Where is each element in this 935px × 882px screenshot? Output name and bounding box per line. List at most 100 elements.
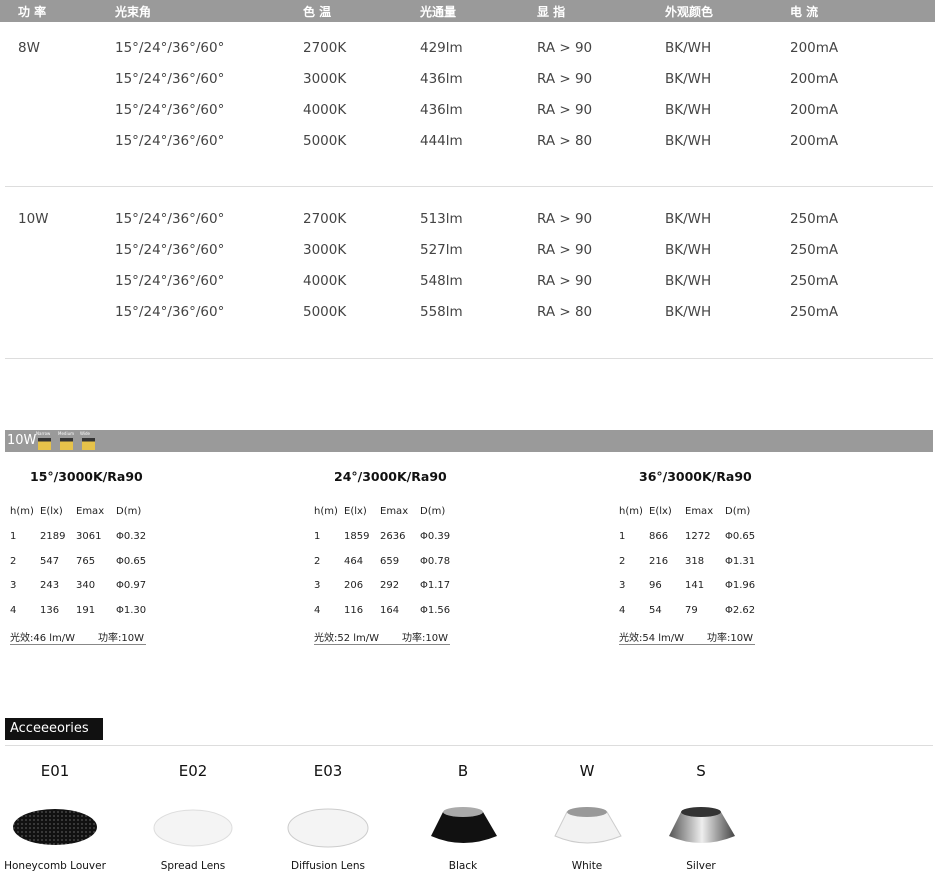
photometric-cell: 318 [685,555,705,567]
photometric-cell: 2189 [40,531,66,542]
photometric-cell: 3 [619,580,626,591]
column-header: 光通量 [420,5,457,19]
photometric-cell: 1 [314,531,321,542]
spec-cell: RA > 90 [537,102,593,118]
photometric-cell: Φ1.30 [116,604,147,616]
reflector-image [554,811,622,844]
column-header: 光束角 [115,5,152,19]
column-header: h(m) [619,506,643,517]
photometric-cell: Φ2.62 [725,604,756,616]
divider [5,186,933,187]
photometric-cell: 1 [619,531,626,542]
reflector-image [669,812,735,843]
beam-icon-label: Narrow [36,431,51,436]
spec-cell: 15°/24°/36°/60° [115,40,225,56]
spec-cell: 250mA [790,273,839,289]
photometric-cell: 116 [344,604,364,616]
column-header: Emax [685,506,714,517]
spec-cell: BK/WH [665,40,712,56]
spec-cell: RA > 80 [537,304,593,320]
column-header: 功 率 [18,5,47,19]
efficacy: 光效:52 lm/W [314,629,402,645]
spec-cell: 3000K [303,242,347,258]
photometric-cell: 547 [40,555,60,567]
reflector-rim [567,807,607,817]
accessory-name: Black [448,860,478,872]
photometric-title: 15°/3000K/Ra90 [30,469,143,484]
spec-cell: RA > 90 [537,71,593,87]
spec-cell: 3000K [303,71,347,87]
spec-cell: 5000K [303,304,347,320]
photometric-cell: 191 [76,604,96,616]
spec-cell: 444lm [420,133,463,149]
spec-cell: BK/WH [665,211,712,227]
column-header: 电 流 [790,5,819,19]
spec-cell: RA > 90 [537,211,593,227]
power: 功率:10W [98,629,146,645]
spec-cell: 200mA [790,102,839,118]
accessory-code: E03 [313,762,343,780]
spec-cell: 200mA [790,40,839,56]
column-header: D(m) [420,506,446,517]
spec-cell: 5000K [303,133,347,149]
spec-cell: RA > 90 [537,242,593,258]
spec-cell: 513lm [420,211,463,227]
accessory-code: B [457,762,469,780]
spec-cell: BK/WH [665,102,712,118]
photometric-cell: 340 [76,580,96,591]
spec-cell: 250mA [790,304,839,320]
spec-cell: RA > 80 [537,133,593,149]
column-header: D(m) [116,506,142,517]
spec-cell: 15°/24°/36°/60° [115,71,225,87]
accessory-images [13,807,735,848]
photometric-cell: 4 [10,604,17,616]
divider [5,358,933,359]
power: 功率:10W [402,629,450,645]
photometric-cell: 54 [649,604,662,616]
beam-icon-label: Medium [58,431,74,436]
photometric-cell: Φ1.17 [420,580,451,591]
spec-cell: 15°/24°/36°/60° [115,304,225,320]
photometric-cell: 659 [380,555,400,567]
photometric-cell: 2 [619,555,626,567]
column-header: 显 指 [537,5,566,19]
reflector-rim [443,807,483,817]
beam-icon-label: Wide [80,431,90,436]
spec-cell: 15°/24°/36°/60° [115,273,225,289]
column-header: 外观颜色 [665,5,714,19]
reflector-image [431,812,497,843]
spec-cell: 436lm [420,71,463,87]
column-header: E(lx) [649,506,672,517]
accessory-name: Honeycomb Louver [4,860,106,872]
spec-cell: BK/WH [665,304,712,320]
column-header: E(lx) [40,506,63,517]
photometric-cell: Φ1.56 [420,604,451,616]
beam-icon [38,438,51,450]
photometric-cell: 2636 [380,531,406,542]
photometric-cell: 136 [40,604,60,616]
spec-cell: 15°/24°/36°/60° [115,242,225,258]
accessories-bar [5,718,103,740]
spec-cell: 2700K [303,211,347,227]
spec-cell: BK/WH [665,242,712,258]
photometric-cell: 79 [685,604,698,616]
reflector-rim [681,807,721,817]
spec-cell: 250mA [790,211,839,227]
photometric-cell: 243 [40,580,60,591]
spec-cell: RA > 90 [537,40,593,56]
spec-cell: 558lm [420,304,463,320]
photometric-cell: 2 [10,555,17,567]
efficacy: 光效:54 lm/W [619,629,707,645]
spec-cell: 4000K [303,102,347,118]
column-header: Emax [380,506,409,517]
accessory-code: E02 [178,762,208,780]
efficacy: 光效:46 lm/W [10,629,98,645]
accessory-code: E01 [40,762,70,780]
spec-cell: 429lm [420,40,463,56]
honeycomb-image [13,809,97,845]
photometric-cell: 216 [649,555,669,567]
column-header: h(m) [314,506,338,517]
photometric-cell: Φ0.39 [420,531,451,542]
spec-cell: 200mA [790,133,839,149]
